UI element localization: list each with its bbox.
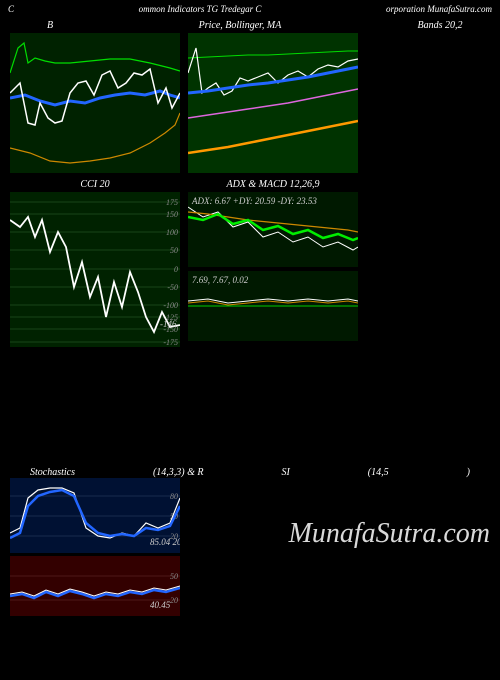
panel-adx: ADX: 6.67 +DY: 20.59 -DY: 23.53 [188, 192, 358, 267]
svg-text:20: 20 [170, 596, 178, 605]
panel-rsi: 50 2040.45 [10, 556, 500, 616]
svg-text:7.69, 7.67, 0.02: 7.69, 7.67, 0.02 [192, 275, 249, 285]
stoch-label-c: SI [281, 467, 289, 478]
header-left: C [8, 4, 14, 14]
stoch-label-b: (14,3,3) & R [153, 467, 204, 478]
stoch-label-a: Stochastics [30, 467, 75, 478]
svg-text:-50: -50 [167, 283, 178, 292]
stoch-title-row: Stochastics (14,3,3) & R SI (14,5 ) [0, 467, 500, 478]
panel-bollinger [10, 33, 180, 173]
svg-text:ADX: 6.67 +DY: 20.59 -DY: 23.5: ADX: 6.67 +DY: 20.59 -DY: 23.53 [191, 196, 317, 206]
chart-price [188, 33, 358, 173]
header-right: orporation MunafaSutra.com [386, 4, 492, 14]
panel-adx-macd-stack: ADX: 6.67 +DY: 20.59 -DY: 23.53 7.69, 7.… [188, 192, 358, 341]
panel-stochastics: 80502085.04 20 [10, 478, 500, 553]
svg-text:40.45: 40.45 [150, 600, 171, 610]
svg-text:85.04 20: 85.04 20 [150, 537, 180, 547]
top-titles-row: B Price, Bollinger, MA Bands 20,2 [0, 18, 500, 33]
svg-text:100: 100 [166, 228, 178, 237]
page-header: C ommon Indicators TG Tredegar C orporat… [0, 0, 500, 18]
chart-macd: 7.69, 7.67, 0.02 [188, 271, 358, 341]
spacer [0, 347, 500, 467]
chart-bollinger [10, 33, 180, 173]
svg-text:50: 50 [170, 572, 178, 581]
mid-panels-row: 175150100500-50-100-125-150-175-146 ADX:… [0, 192, 500, 347]
svg-text:175: 175 [166, 198, 178, 207]
title-bb: B [20, 18, 80, 33]
title-adx-macd: ADX & MACD 12,26,9 [188, 177, 358, 192]
svg-text:0: 0 [174, 265, 178, 274]
top-panels-row [0, 33, 500, 173]
panel-price [188, 33, 358, 173]
stoch-label-e: ) [467, 467, 470, 478]
header-center: ommon Indicators TG Tredegar C [139, 4, 262, 14]
svg-text:-175: -175 [163, 338, 178, 347]
panel-macd: 7.69, 7.67, 0.02 [188, 271, 358, 341]
chart-rsi: 50 2040.45 [10, 556, 180, 616]
svg-text:-146: -146 [160, 319, 177, 329]
title-bands: Bands 20,2 [400, 18, 480, 33]
title-cci: CCI 20 [10, 177, 180, 192]
bottom-panels: 80502085.04 20 50 2040.45 [0, 478, 500, 616]
svg-text:80: 80 [170, 492, 178, 501]
svg-text:150: 150 [166, 210, 178, 219]
mid-titles-row: CCI 20 ADX & MACD 12,26,9 [0, 173, 500, 192]
chart-stochastics: 80502085.04 20 [10, 478, 180, 553]
svg-text:-100: -100 [163, 301, 178, 310]
chart-adx: ADX: 6.67 +DY: 20.59 -DY: 23.53 [188, 192, 358, 267]
title-price: Price, Bollinger, MA [155, 18, 325, 33]
panel-cci: 175150100500-50-100-125-150-175-146 [10, 192, 180, 347]
chart-cci: 175150100500-50-100-125-150-175-146 [10, 192, 180, 347]
stoch-label-d: (14,5 [368, 467, 389, 478]
svg-text:50: 50 [170, 246, 178, 255]
